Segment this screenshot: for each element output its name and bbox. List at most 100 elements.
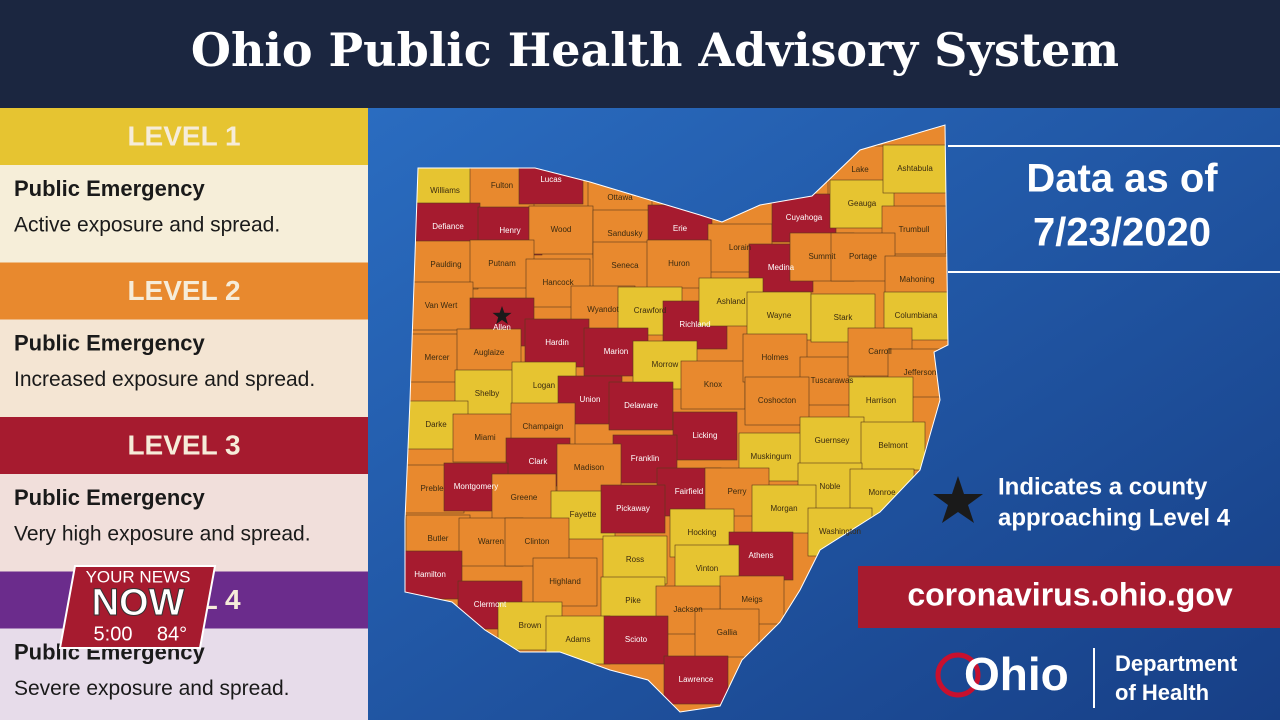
county-label: Greene <box>511 493 538 502</box>
date-label: Data as of <box>1026 157 1218 201</box>
level-title: Public Emergency <box>14 330 206 355</box>
county <box>663 655 729 705</box>
county-label: Clermont <box>474 600 507 609</box>
county-label: Brown <box>519 621 542 630</box>
county-label: Delaware <box>624 401 658 410</box>
county-label: Union <box>580 395 601 404</box>
county-label: Belmont <box>878 441 908 450</box>
county-label: Van Wert <box>425 301 458 310</box>
county <box>556 443 622 493</box>
county-label: Warren <box>478 537 504 546</box>
county-label: Logan <box>533 381 555 390</box>
county-label: Erie <box>673 224 688 233</box>
county-label: Gallia <box>717 628 738 637</box>
county-label: Tuscarawas <box>811 376 854 385</box>
county-label: Auglaize <box>474 348 505 357</box>
county-label: Huron <box>668 259 690 268</box>
title: Ohio Public Health Advisory System <box>191 23 1119 77</box>
county-label: Clinton <box>525 537 550 546</box>
county-label: Paulding <box>430 260 461 269</box>
county-label: Lucas <box>540 175 561 184</box>
level-body <box>0 474 368 572</box>
county-label: Hocking <box>688 528 717 537</box>
county-label: Pike <box>625 596 641 605</box>
county-label: Licking <box>693 431 718 440</box>
county <box>603 615 669 665</box>
county-label: Franklin <box>631 454 659 463</box>
county-label: Morrow <box>652 360 679 369</box>
county-label: Miami <box>474 433 496 442</box>
county-label: Coshocton <box>758 396 796 405</box>
county-label: Marion <box>604 347 628 356</box>
county <box>860 421 926 471</box>
county-label: Morgan <box>770 504 797 513</box>
brand: Ohio <box>964 648 1069 700</box>
dept: of Health <box>1115 680 1209 705</box>
county-label: Pickaway <box>616 504 650 513</box>
logo-temp: 84° <box>157 623 187 645</box>
county <box>600 484 666 534</box>
level-body <box>0 165 368 263</box>
county <box>751 484 817 534</box>
county-label: Wayne <box>767 311 792 320</box>
county <box>528 205 594 255</box>
level-title: Public Emergency <box>14 176 206 201</box>
county-label: Richland <box>679 320 710 329</box>
county-label: Butler <box>428 534 449 543</box>
county <box>532 557 598 607</box>
county-label: Ashtabula <box>897 164 933 173</box>
county-label: Lake <box>851 165 869 174</box>
county-label: Scioto <box>625 635 648 644</box>
county-label: Lawrence <box>679 675 714 684</box>
county-label: Fairfield <box>675 487 703 496</box>
county-label: Allen <box>493 323 511 332</box>
county-label: Hardin <box>545 338 569 347</box>
logo-line2: NOW <box>92 582 185 624</box>
county-label: Fayette <box>570 510 597 519</box>
county-label: Hamilton <box>414 570 446 579</box>
county-label: Harrison <box>866 396 896 405</box>
county <box>672 411 738 461</box>
level-title: Public Emergency <box>14 485 206 510</box>
county <box>608 381 674 431</box>
county-label: Champaign <box>523 422 564 431</box>
county-label: Williams <box>430 186 460 195</box>
county-label: Ashland <box>717 297 746 306</box>
county-label: Sandusky <box>607 229 642 238</box>
level-heading: LEVEL 2 <box>127 275 240 306</box>
level-text: Very high exposure and spread. <box>14 523 311 546</box>
level-text: Severe exposure and spread. <box>14 677 290 700</box>
logo-time: 5:00 <box>94 623 133 645</box>
level-body <box>0 319 368 417</box>
county-label: Athens <box>749 551 774 560</box>
county-label: Muskingum <box>751 452 792 461</box>
county-label: Knox <box>704 380 722 389</box>
county-label: Carroll <box>868 347 892 356</box>
county-label: Shelby <box>475 389 499 398</box>
county-label: Madison <box>574 463 604 472</box>
level-heading: LEVEL 3 <box>127 429 240 460</box>
county-label: Darke <box>425 420 447 429</box>
county <box>524 318 590 368</box>
website-box <box>858 566 1280 628</box>
county-label: Mercer <box>425 353 450 362</box>
county-label: Clark <box>529 457 549 466</box>
legend-star <box>933 476 983 523</box>
county <box>746 291 812 341</box>
county <box>694 608 760 658</box>
legend-text: approaching Level 4 <box>998 504 1231 531</box>
county-label: Ross <box>626 555 644 564</box>
level-header <box>0 108 368 165</box>
county-label: Henry <box>499 226 520 235</box>
county-label: Trumbull <box>899 225 930 234</box>
logo-line1: YOUR NEWS <box>86 567 191 586</box>
county-label: Stark <box>834 313 854 322</box>
county <box>882 144 948 194</box>
county-star <box>492 306 512 325</box>
county-label: Fulton <box>491 181 513 190</box>
logo-bg <box>58 565 217 649</box>
county <box>744 376 810 426</box>
county-label: Portage <box>849 252 878 261</box>
county <box>413 240 479 290</box>
